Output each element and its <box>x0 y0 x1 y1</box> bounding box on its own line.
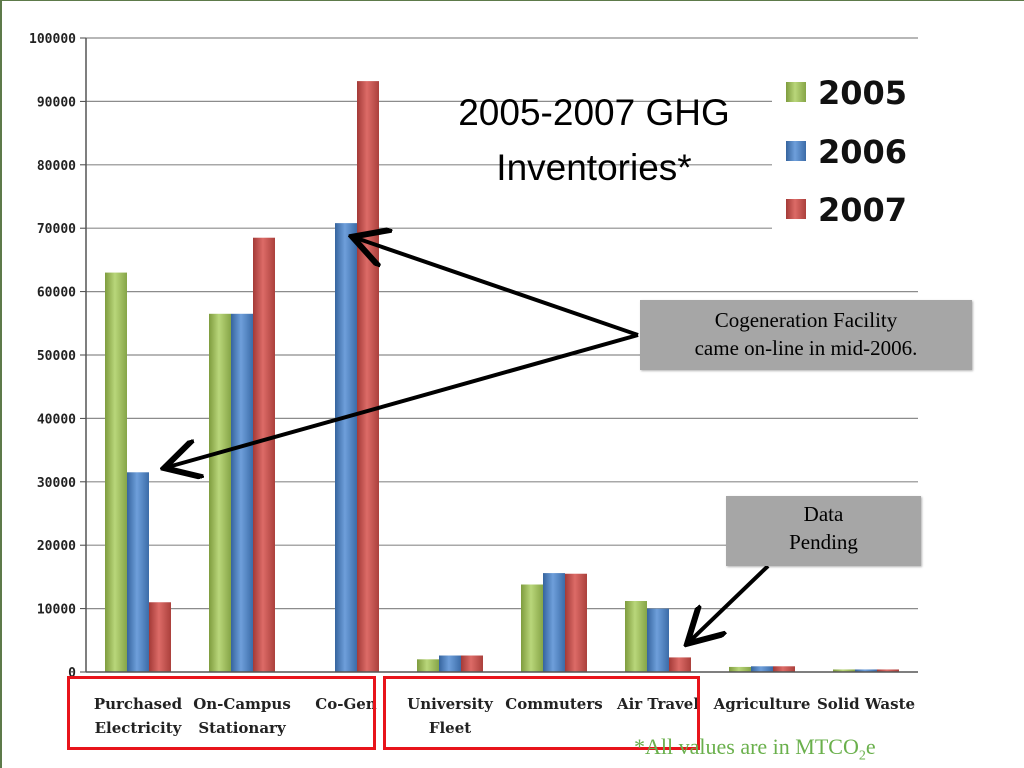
legend-label-2007: 2007 <box>818 191 907 229</box>
x-category-label: Commuters <box>505 695 602 713</box>
cogen-callout: Cogeneration Facility came on-line in mi… <box>640 300 972 370</box>
bar-2005-university-fleet <box>417 659 439 672</box>
group-box-campus-energy <box>67 676 376 750</box>
y-tick-label: 0 <box>68 666 76 681</box>
bar-2007-commuters <box>565 573 587 672</box>
x-category-label: Air Travel <box>616 695 699 713</box>
legend: 2005 2006 2007 <box>772 66 918 236</box>
bar-2007-university-fleet <box>461 655 483 672</box>
chart-title-line-2: Inventories* <box>496 147 691 188</box>
x-category-label: University Fleet <box>407 695 494 737</box>
x-category-label: Co-Gen <box>315 695 377 713</box>
arrow-to-electricity-2006 <box>168 333 639 467</box>
x-category-label: On-Campus Stationary <box>193 695 291 737</box>
chart-title-line-1: 2005-2007 GHG <box>458 92 730 133</box>
data-pending-line-2: Pending <box>789 530 858 554</box>
bar-2006-purchased-electricity <box>127 472 149 672</box>
bar-2006-on-campus-stationary <box>231 313 253 672</box>
bar-2007-air-travel <box>669 657 691 672</box>
y-tick-label: 70000 <box>37 222 76 237</box>
arrow-to-air-travel-2007 <box>690 564 770 641</box>
legend-swatch-2007 <box>786 199 806 219</box>
y-tick-label: 50000 <box>37 349 76 364</box>
footnote-prefix: *All values are in MTCO <box>634 734 859 759</box>
y-tick-label: 90000 <box>37 95 76 110</box>
y-tick-label: 20000 <box>37 539 76 554</box>
annotation-arrows <box>168 238 770 641</box>
y-tick-label: 100000 <box>29 32 76 47</box>
axes: 0 10000 20000 30000 40000 50000 60000 70000 8000… <box>29 32 918 737</box>
legend-swatch-2006 <box>786 141 806 161</box>
group-box-transportation <box>383 676 700 750</box>
footnote-subscript: 2 <box>858 748 866 764</box>
x-category-label: Agriculture <box>713 695 811 713</box>
footnote-suffix: e <box>865 734 876 759</box>
bar-2007-solid-waste <box>877 669 899 672</box>
units-footnote: *All values are in MTCO2e <box>634 734 876 764</box>
bar-2005-commuters <box>521 584 543 672</box>
bar-2005-solid-waste <box>833 669 855 672</box>
bar-2007-co-gen <box>357 81 379 672</box>
y-tick-label: 80000 <box>37 159 76 174</box>
data-pending-callout: Data Pending <box>726 496 921 566</box>
bar-2007-purchased-electricity <box>149 602 171 672</box>
y-tick-label: 40000 <box>37 412 76 427</box>
x-category-label: Purchased Electricity <box>94 695 183 737</box>
bars <box>105 81 899 673</box>
bar-2005-on-campus-stationary <box>209 313 231 672</box>
bar-2006-agriculture <box>751 666 773 672</box>
bar-2006-co-gen <box>335 223 357 673</box>
bar-2005-agriculture <box>729 666 751 672</box>
y-tick-label: 60000 <box>37 286 76 301</box>
data-pending-line-1: Data <box>803 502 844 526</box>
cogen-callout-line-1: Cogeneration Facility <box>714 308 898 332</box>
y-tick-label: 10000 <box>37 603 76 618</box>
y-tick-label: 30000 <box>37 476 76 491</box>
legend-label-2006: 2006 <box>818 133 907 171</box>
arrow-to-cogen-2006 <box>356 238 639 337</box>
bar-2006-commuters <box>543 573 565 672</box>
legend-swatch-2005 <box>786 82 806 102</box>
bar-2006-university-fleet <box>439 655 461 672</box>
x-category-label: Solid Waste <box>817 695 915 713</box>
bar-2006-solid-waste <box>855 669 877 672</box>
cogen-callout-line-2: came on-line in mid-2006. <box>694 336 918 360</box>
bar-2007-agriculture <box>773 666 795 672</box>
bar-2005-purchased-electricity <box>105 272 127 672</box>
bar-2007-on-campus-stationary <box>253 237 275 672</box>
bar-2005-air-travel <box>625 600 647 672</box>
bar-2006-air-travel <box>647 608 669 672</box>
legend-label-2005: 2005 <box>818 74 907 112</box>
